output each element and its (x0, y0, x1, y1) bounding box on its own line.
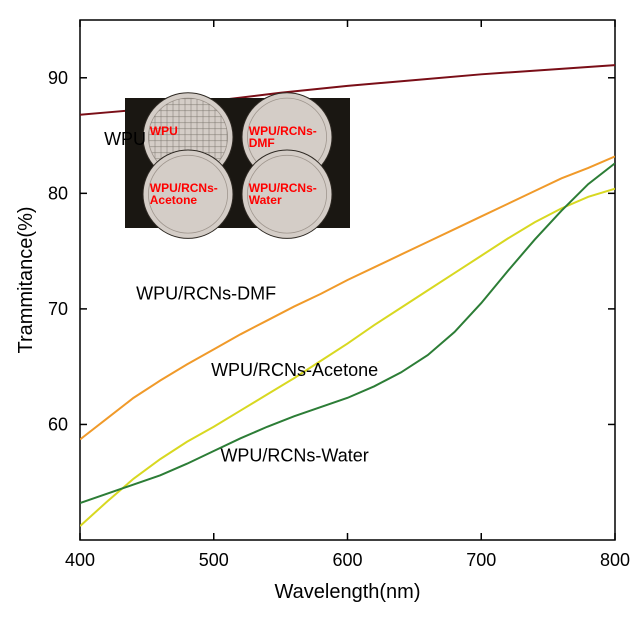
y-tick-label: 80 (48, 183, 68, 203)
inset-sample: WPU/RCNs-Acetone (143, 150, 233, 238)
inset-sample-label2: DMF (249, 136, 275, 150)
y-axis-label: Trammitance(%) (15, 206, 37, 353)
y-tick-label: 70 (48, 299, 68, 319)
x-tick-label: 600 (332, 550, 362, 570)
series-label: WPU/RCNs-DMF (136, 284, 276, 304)
chart-bg (0, 0, 637, 621)
chart-svg: 400 500 600 700 800 Wavelength(nm) 60 70 80 90 Tra… (0, 0, 637, 621)
inset-sample-label2: Acetone (150, 193, 198, 207)
x-tick-label: 700 (466, 550, 496, 570)
series-label: WPU/RCNs-Acetone (211, 360, 378, 380)
x-tick-label: 800 (600, 550, 630, 570)
inset-sample: WPU/RCNs-Water (242, 150, 332, 238)
inset-sample-label2: Water (249, 193, 282, 207)
y-tick-label: 90 (48, 68, 68, 88)
chart-container: 400 500 600 700 800 Wavelength(nm) 60 70 80 90 Tra… (0, 0, 637, 621)
inset-sample-label: WPU (150, 124, 178, 138)
x-tick-label: 400 (65, 550, 95, 570)
series-label: WPU (104, 129, 146, 149)
x-tick-label: 500 (199, 550, 229, 570)
inset-photo: WPUWPU/RCNs-DMFWPU/RCNs-AcetoneWPU/RCNs-… (125, 93, 350, 239)
series-label: WPU/RCNs-Water (220, 445, 368, 465)
x-axis-label: Wavelength(nm) (275, 581, 421, 603)
y-tick-label: 60 (48, 414, 68, 434)
